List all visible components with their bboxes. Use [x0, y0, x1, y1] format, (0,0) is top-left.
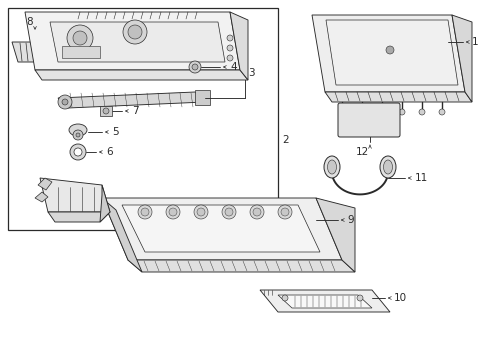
Circle shape	[226, 55, 232, 61]
Circle shape	[378, 113, 385, 121]
Ellipse shape	[383, 160, 392, 174]
Polygon shape	[260, 290, 389, 312]
Bar	[100, 106, 112, 116]
Circle shape	[70, 144, 86, 160]
Circle shape	[226, 35, 232, 41]
Circle shape	[367, 125, 374, 131]
Circle shape	[226, 45, 232, 51]
Polygon shape	[58, 92, 204, 108]
Circle shape	[141, 208, 149, 216]
Circle shape	[138, 205, 152, 219]
Circle shape	[222, 205, 236, 219]
Polygon shape	[38, 178, 52, 190]
Circle shape	[378, 109, 384, 115]
Polygon shape	[315, 198, 354, 272]
Circle shape	[76, 133, 80, 137]
Polygon shape	[48, 212, 110, 222]
Circle shape	[67, 25, 93, 51]
Circle shape	[169, 208, 177, 216]
Ellipse shape	[327, 160, 336, 174]
Ellipse shape	[69, 124, 87, 136]
Circle shape	[73, 130, 83, 140]
Circle shape	[356, 113, 363, 121]
Bar	[8, 8, 278, 230]
Polygon shape	[50, 22, 224, 62]
Text: 6: 6	[106, 147, 112, 157]
Circle shape	[189, 61, 201, 73]
Text: 11: 11	[414, 173, 427, 183]
Polygon shape	[102, 198, 341, 260]
Text: 9: 9	[346, 215, 353, 225]
Circle shape	[249, 205, 264, 219]
Circle shape	[197, 208, 204, 216]
Circle shape	[378, 125, 385, 131]
Circle shape	[58, 95, 72, 109]
Polygon shape	[25, 12, 240, 70]
Polygon shape	[35, 192, 48, 202]
Circle shape	[224, 208, 232, 216]
Polygon shape	[122, 205, 319, 252]
Polygon shape	[128, 260, 354, 272]
Circle shape	[338, 109, 345, 115]
Circle shape	[123, 20, 147, 44]
Circle shape	[282, 295, 287, 301]
Circle shape	[345, 113, 352, 121]
Circle shape	[438, 109, 444, 115]
Circle shape	[73, 31, 87, 45]
Circle shape	[356, 295, 362, 301]
Circle shape	[192, 64, 198, 70]
Circle shape	[398, 109, 404, 115]
Circle shape	[356, 125, 363, 131]
Polygon shape	[12, 42, 58, 62]
Circle shape	[194, 205, 207, 219]
Polygon shape	[195, 90, 209, 105]
Polygon shape	[278, 295, 371, 308]
FancyBboxPatch shape	[337, 103, 399, 137]
Polygon shape	[35, 70, 247, 80]
Polygon shape	[100, 185, 110, 222]
Text: 1: 1	[471, 37, 478, 47]
Text: 12: 12	[355, 147, 368, 157]
Text: 4: 4	[229, 62, 236, 72]
Polygon shape	[325, 92, 471, 102]
Circle shape	[74, 148, 82, 156]
Text: 5: 5	[112, 127, 119, 137]
Polygon shape	[102, 198, 142, 272]
Circle shape	[252, 208, 261, 216]
Polygon shape	[451, 15, 471, 102]
Bar	[62, 46, 100, 58]
Ellipse shape	[379, 156, 395, 178]
Circle shape	[165, 205, 180, 219]
Circle shape	[62, 99, 68, 105]
Circle shape	[345, 125, 352, 131]
Text: 10: 10	[393, 293, 407, 303]
Circle shape	[385, 46, 393, 54]
Circle shape	[278, 205, 291, 219]
Text: 7: 7	[132, 106, 138, 116]
Circle shape	[281, 208, 288, 216]
Polygon shape	[229, 12, 247, 80]
Text: 2: 2	[282, 135, 288, 145]
Circle shape	[128, 25, 142, 39]
Circle shape	[358, 109, 364, 115]
Ellipse shape	[324, 156, 339, 178]
Polygon shape	[311, 15, 464, 92]
Circle shape	[367, 113, 374, 121]
Polygon shape	[325, 20, 457, 85]
Text: 8: 8	[27, 17, 33, 27]
Polygon shape	[40, 178, 110, 212]
Circle shape	[418, 109, 424, 115]
Circle shape	[103, 108, 109, 114]
Text: 3: 3	[247, 68, 254, 78]
